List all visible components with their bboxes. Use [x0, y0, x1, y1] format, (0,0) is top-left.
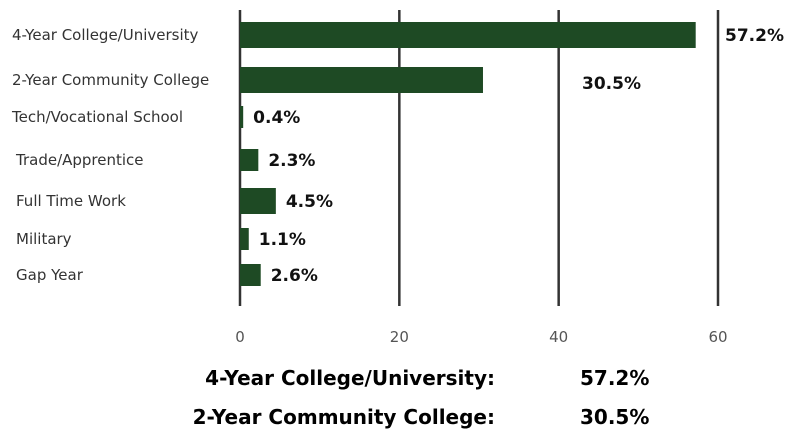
x-tick-label: 40 — [549, 328, 568, 346]
data-label: 0.4% — [253, 108, 300, 128]
bar — [240, 67, 483, 93]
category-label: Military — [16, 230, 72, 248]
bar — [240, 264, 261, 286]
x-axis-tick-labels: 0 20 40 60 — [235, 328, 727, 346]
category-label: 2-Year Community College — [12, 71, 209, 89]
bar — [240, 149, 259, 171]
summary-label: 4-Year College/University: — [205, 366, 495, 390]
summary-row-2-year: 2-Year Community College: 30.5% — [0, 405, 791, 437]
summary-label: 2-Year Community College: — [192, 405, 495, 429]
bar — [240, 228, 249, 250]
data-label: 30.5% — [582, 74, 641, 94]
data-label: 1.1% — [259, 230, 306, 250]
data-label: 57.2% — [725, 26, 784, 46]
x-tick-label: 60 — [708, 328, 727, 346]
data-label: 2.3% — [268, 151, 315, 171]
summary-value: 57.2% — [580, 366, 650, 390]
category-label: Gap Year — [16, 266, 84, 284]
category-label: Full Time Work — [16, 192, 126, 210]
bar — [240, 106, 244, 128]
category-label: Tech/Vocational School — [11, 108, 183, 126]
x-tick-label: 0 — [235, 328, 245, 346]
bar — [240, 188, 276, 214]
category-label: Trade/Apprentice — [15, 151, 144, 169]
summary-row-4-year: 4-Year College/University: 57.2% — [0, 366, 791, 398]
bar — [240, 22, 696, 48]
bars — [240, 22, 696, 286]
category-label: 4-Year College/University — [12, 26, 199, 44]
x-tick-label: 20 — [390, 328, 409, 346]
data-label: 4.5% — [286, 192, 333, 212]
data-label: 2.6% — [271, 266, 318, 286]
bar-chart: 4-Year College/University 2-Year Communit… — [11, 10, 784, 346]
data-labels: 57.2% 30.5% 0.4% 2.3% 4.5% 1.1% 2.6% — [253, 26, 784, 286]
summary-value: 30.5% — [580, 405, 650, 429]
category-labels: 4-Year College/University 2-Year Communit… — [11, 26, 209, 284]
